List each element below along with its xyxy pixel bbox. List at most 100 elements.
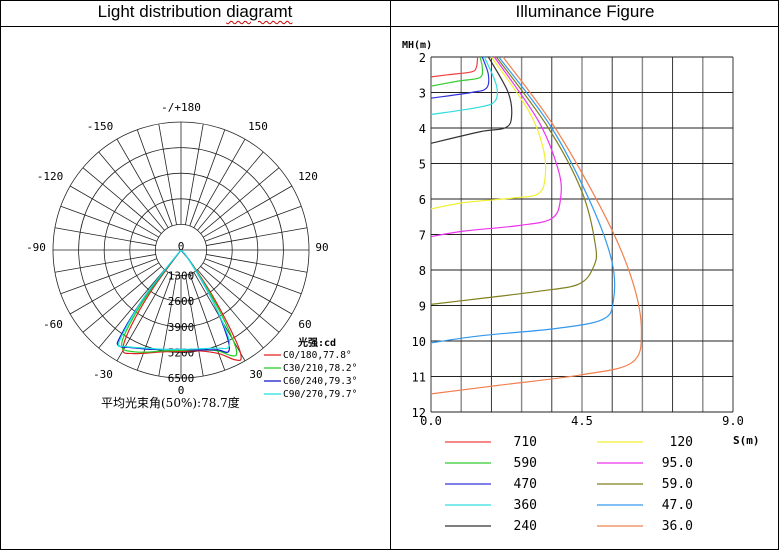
- polar-spoke: [204, 205, 302, 242]
- header-text: Light distribution: [97, 2, 227, 21]
- polar-spoke: [136, 273, 173, 371]
- isolux-curve-590: [430, 56, 484, 87]
- polar-spoke: [69, 185, 160, 238]
- polar-spoke: [60, 205, 158, 242]
- legend-label: C60/240,79.3°: [283, 376, 357, 387]
- polar-spoke: [206, 227, 308, 246]
- isolux-curve-47.0: [430, 56, 616, 344]
- header-text-misspelled: diagramt: [226, 2, 293, 21]
- illuminance-header: Illuminance Figure: [515, 2, 655, 21]
- legend-label: 36.0: [662, 519, 693, 534]
- isolux-curve-95.0: [430, 56, 562, 238]
- beam-angle-footer: 平均光束角(50%):78.7度: [101, 395, 240, 410]
- polar-radial-label: 3900: [168, 321, 195, 334]
- legend-label: 470: [514, 477, 537, 492]
- column-divider: [390, 0, 391, 550]
- legend-label: 360: [514, 498, 537, 513]
- illuminance-grid: [430, 56, 734, 413]
- legend-label: C30/210,78.2°: [283, 363, 357, 374]
- polar-spoke: [202, 185, 293, 238]
- polar-spoke: [60, 258, 158, 295]
- x-tick-label: 4.5: [571, 414, 593, 428]
- polar-spoke: [82, 266, 162, 333]
- legend-label: C0/180,77.8°: [283, 350, 352, 361]
- isolux-curve-240: [430, 56, 513, 144]
- isolux-curve-120: [430, 56, 547, 210]
- polar-radial-label: 0: [178, 240, 185, 253]
- polar-angle-label: 150: [248, 120, 268, 133]
- legend-label: 95.0: [662, 456, 693, 471]
- isolux-curve-59.0: [430, 56, 598, 305]
- legend-label: 120: [670, 435, 693, 450]
- polar-angle-label: -90: [26, 241, 46, 254]
- polar-spoke: [197, 269, 264, 349]
- polar-spoke: [189, 129, 226, 227]
- y-tick-label: 2: [419, 51, 426, 65]
- legend-label: 47.0: [662, 498, 693, 513]
- polar-spoke: [98, 269, 165, 349]
- polar-spoke: [69, 262, 160, 315]
- x-axis-label: S(m): [733, 434, 760, 447]
- polar-light-distribution-chart: -/+180 -150 150 -120 120 -90 90 -60 60 -30 30 0 0 130…: [26, 101, 357, 410]
- x-tick-label: 9.0: [722, 414, 744, 428]
- polar-spoke: [206, 254, 308, 273]
- legend-label: 590: [514, 456, 537, 471]
- polar-spoke: [158, 275, 177, 377]
- polar-spoke: [200, 266, 280, 333]
- y-tick-label: 4: [419, 122, 426, 136]
- polar-angle-label: 30: [249, 368, 262, 381]
- polar-spoke: [116, 138, 169, 229]
- polar-angle-label: -30: [93, 368, 113, 381]
- polar-spoke: [185, 275, 204, 377]
- header-divider: [0, 26, 779, 27]
- polar-spoke: [54, 254, 156, 273]
- polar-spoke: [200, 167, 280, 234]
- y-tick-label: 11: [412, 371, 426, 385]
- legend-label: 59.0: [662, 477, 693, 492]
- polar-angle-label: 0: [178, 384, 185, 397]
- polar-radial-label: 1300: [168, 270, 195, 283]
- polar-spoke: [202, 262, 293, 315]
- polar-spoke: [185, 123, 204, 225]
- polar-spoke: [158, 123, 177, 225]
- y-tick-label: 5: [419, 158, 426, 172]
- y-tick-label: 6: [419, 193, 426, 207]
- y-tick-label: 10: [412, 335, 426, 349]
- polar-spoke: [136, 129, 173, 227]
- polar-radial-label: 6500: [168, 372, 195, 385]
- isolux-curve-36.0: [430, 56, 643, 395]
- polar-series-3: [117, 249, 231, 351]
- y-tick-label: 7: [419, 229, 426, 243]
- polar-spoke: [193, 138, 246, 229]
- polar-spoke: [204, 258, 302, 295]
- polar-angle-label: 60: [298, 318, 311, 331]
- polar-angle-label: -150: [87, 120, 114, 133]
- polar-spoke: [197, 151, 264, 231]
- isolux-curve-470: [430, 56, 490, 99]
- polar-angle-label: -/+180: [161, 101, 201, 114]
- isolux-curve-360: [430, 56, 499, 116]
- polar-radial-label: 2600: [168, 295, 195, 308]
- polar-spoke: [82, 167, 162, 234]
- polar-spoke: [98, 151, 165, 231]
- legend-label: 710: [514, 435, 537, 450]
- polar-angle-label: 90: [315, 241, 328, 254]
- y-axis-label: MH(m): [402, 40, 432, 51]
- polar-spoke: [54, 227, 156, 246]
- legend-label: 240: [514, 519, 537, 534]
- x-tick-label: 0.0: [420, 414, 442, 428]
- y-tick-label: 3: [419, 87, 426, 101]
- polar-unit-label: 光强:cd: [297, 336, 336, 349]
- y-tick-label: 8: [419, 264, 426, 278]
- y-tick-label: 12: [412, 406, 426, 420]
- isolux-curve-710: [430, 56, 479, 78]
- light-distribution-header: Light distribution diagramt: [0, 2, 390, 22]
- polar-angle-label: 120: [298, 170, 318, 183]
- polar-angle-label: -120: [37, 170, 64, 183]
- polar-series-0: [122, 249, 242, 362]
- polar-angle-label: -60: [43, 318, 63, 331]
- y-tick-label: 9: [419, 300, 426, 314]
- legend-label: C90/270,79.7°: [283, 389, 357, 400]
- polar-grid: [52, 121, 310, 379]
